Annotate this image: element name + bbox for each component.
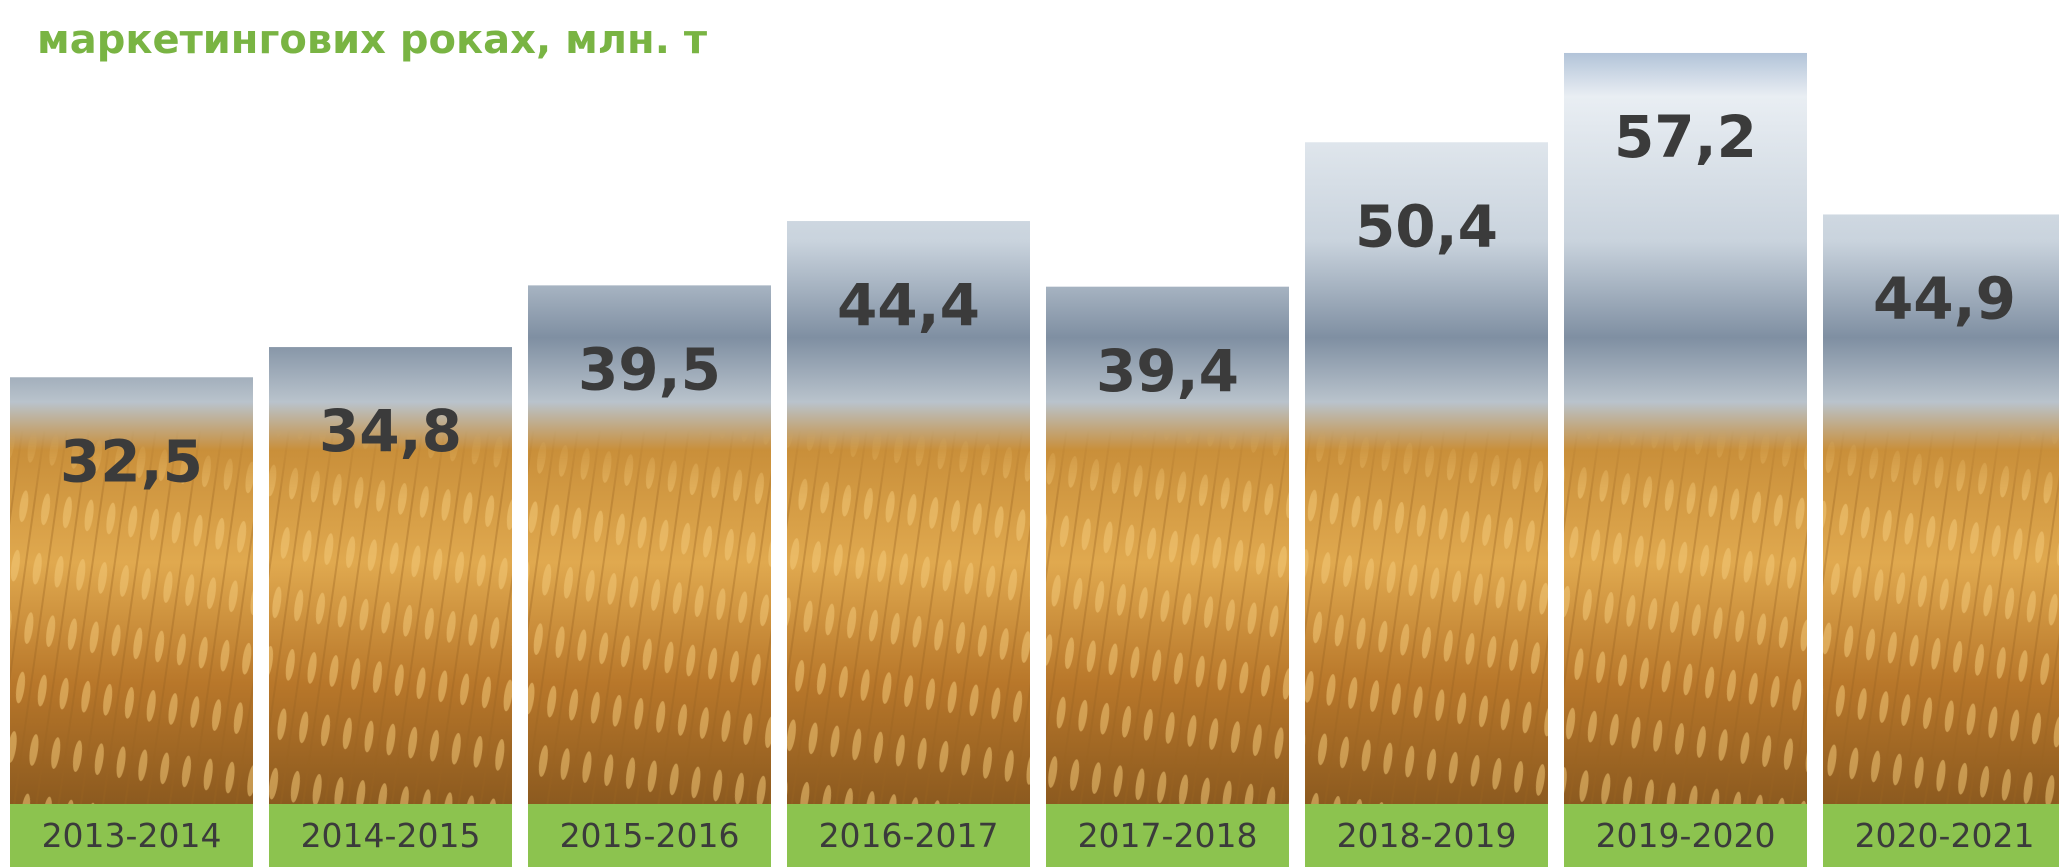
x-tick-label: 2018-2019 xyxy=(1337,816,1517,855)
x-tick-label: 2016-2017 xyxy=(819,816,999,855)
value-label: 57,2 xyxy=(1614,103,1757,171)
x-tick-label: 2015-2016 xyxy=(560,816,740,855)
value-label: 50,4 xyxy=(1355,192,1498,260)
bar-texture xyxy=(1305,430,1548,804)
category-strip xyxy=(1305,804,1548,867)
bar-texture xyxy=(787,430,1030,804)
value-label: 34,8 xyxy=(319,397,462,465)
bar-texture xyxy=(528,430,771,804)
bar-texture xyxy=(1823,430,2059,804)
x-tick-label: 2019-2020 xyxy=(1596,816,1776,855)
bar-texture xyxy=(269,430,512,804)
category-strip xyxy=(1046,804,1289,867)
x-tick-label: 2017-2018 xyxy=(1078,816,1258,855)
category-strip xyxy=(528,804,771,867)
value-label: 39,4 xyxy=(1096,337,1239,405)
value-label: 44,4 xyxy=(837,271,980,339)
bar-texture xyxy=(10,430,253,804)
x-tick-label: 2013-2014 xyxy=(42,816,222,855)
value-label: 39,5 xyxy=(578,335,721,403)
x-tick-label: 2020-2021 xyxy=(1855,816,2035,855)
chart-title: маркетингових роках, млн. т xyxy=(37,17,708,63)
x-tick-label: 2014-2015 xyxy=(301,816,481,855)
category-strip xyxy=(787,804,1030,867)
category-strip xyxy=(1823,804,2059,867)
category-strip xyxy=(10,804,253,867)
value-label: 32,5 xyxy=(60,427,203,495)
category-strip xyxy=(1564,804,1807,867)
value-label: 44,9 xyxy=(1873,265,2016,333)
bar-texture xyxy=(1046,430,1289,804)
category-strip xyxy=(269,804,512,867)
bar-texture xyxy=(1564,430,1807,804)
